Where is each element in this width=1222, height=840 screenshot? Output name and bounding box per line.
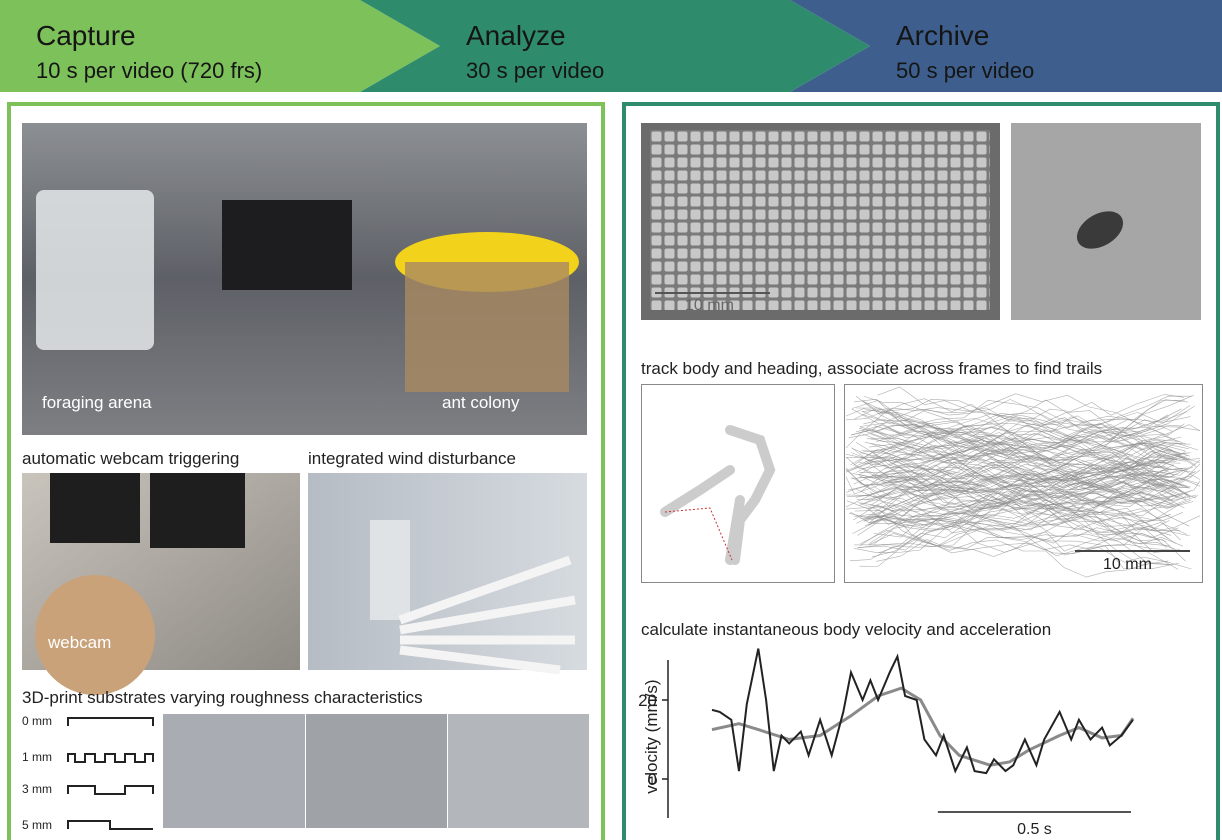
step-subtitle: 50 s per video: [896, 58, 1034, 83]
photo-label: ant colony: [442, 393, 520, 412]
camera-body: [150, 473, 245, 548]
arena-tiles: [650, 130, 990, 310]
roughness-label: 3 mm: [22, 782, 52, 796]
step-title: Analyze: [466, 20, 566, 51]
photo-label: foraging arena: [42, 393, 152, 412]
step-subtitle: 30 s per video: [466, 58, 604, 83]
substrate-photo: [163, 714, 305, 828]
roughness-label: 1 mm: [22, 750, 52, 764]
step-title: Archive: [896, 20, 989, 51]
caption: track body and heading, associate across…: [641, 359, 1102, 378]
cameras: [222, 200, 352, 290]
photo-label: webcam: [47, 633, 111, 652]
scale-label: 10 mm: [1103, 556, 1152, 573]
substrate-photo: [448, 714, 589, 828]
camera-body: [50, 473, 140, 543]
caption: calculate instantaneous body velocity an…: [641, 620, 1051, 639]
step-title: Capture: [36, 20, 136, 51]
caption: 3D-print substrates varying roughness ch…: [22, 688, 423, 707]
substrate-photo: [306, 714, 447, 828]
y-axis-label: velocity (mm/s): [642, 679, 661, 793]
caption: automatic webcam triggering: [22, 449, 239, 468]
colony-box: [405, 262, 569, 392]
roughness-profiles: [68, 718, 153, 829]
time-scale-label: 0.5 s: [1017, 821, 1052, 838]
arena-cup: [36, 190, 154, 350]
roughness-label: 0 mm: [22, 714, 52, 728]
step-subtitle: 10 s per video (720 frs): [36, 58, 262, 83]
figure: Capture 10 s per video (720 frs) Analyze…: [0, 0, 1222, 840]
scale-label: 10 mm: [685, 297, 734, 314]
velocity-line: [712, 649, 1133, 774]
caption: integrated wind disturbance: [308, 449, 516, 468]
valve: [370, 520, 410, 620]
roughness-label: 5 mm: [22, 818, 52, 832]
